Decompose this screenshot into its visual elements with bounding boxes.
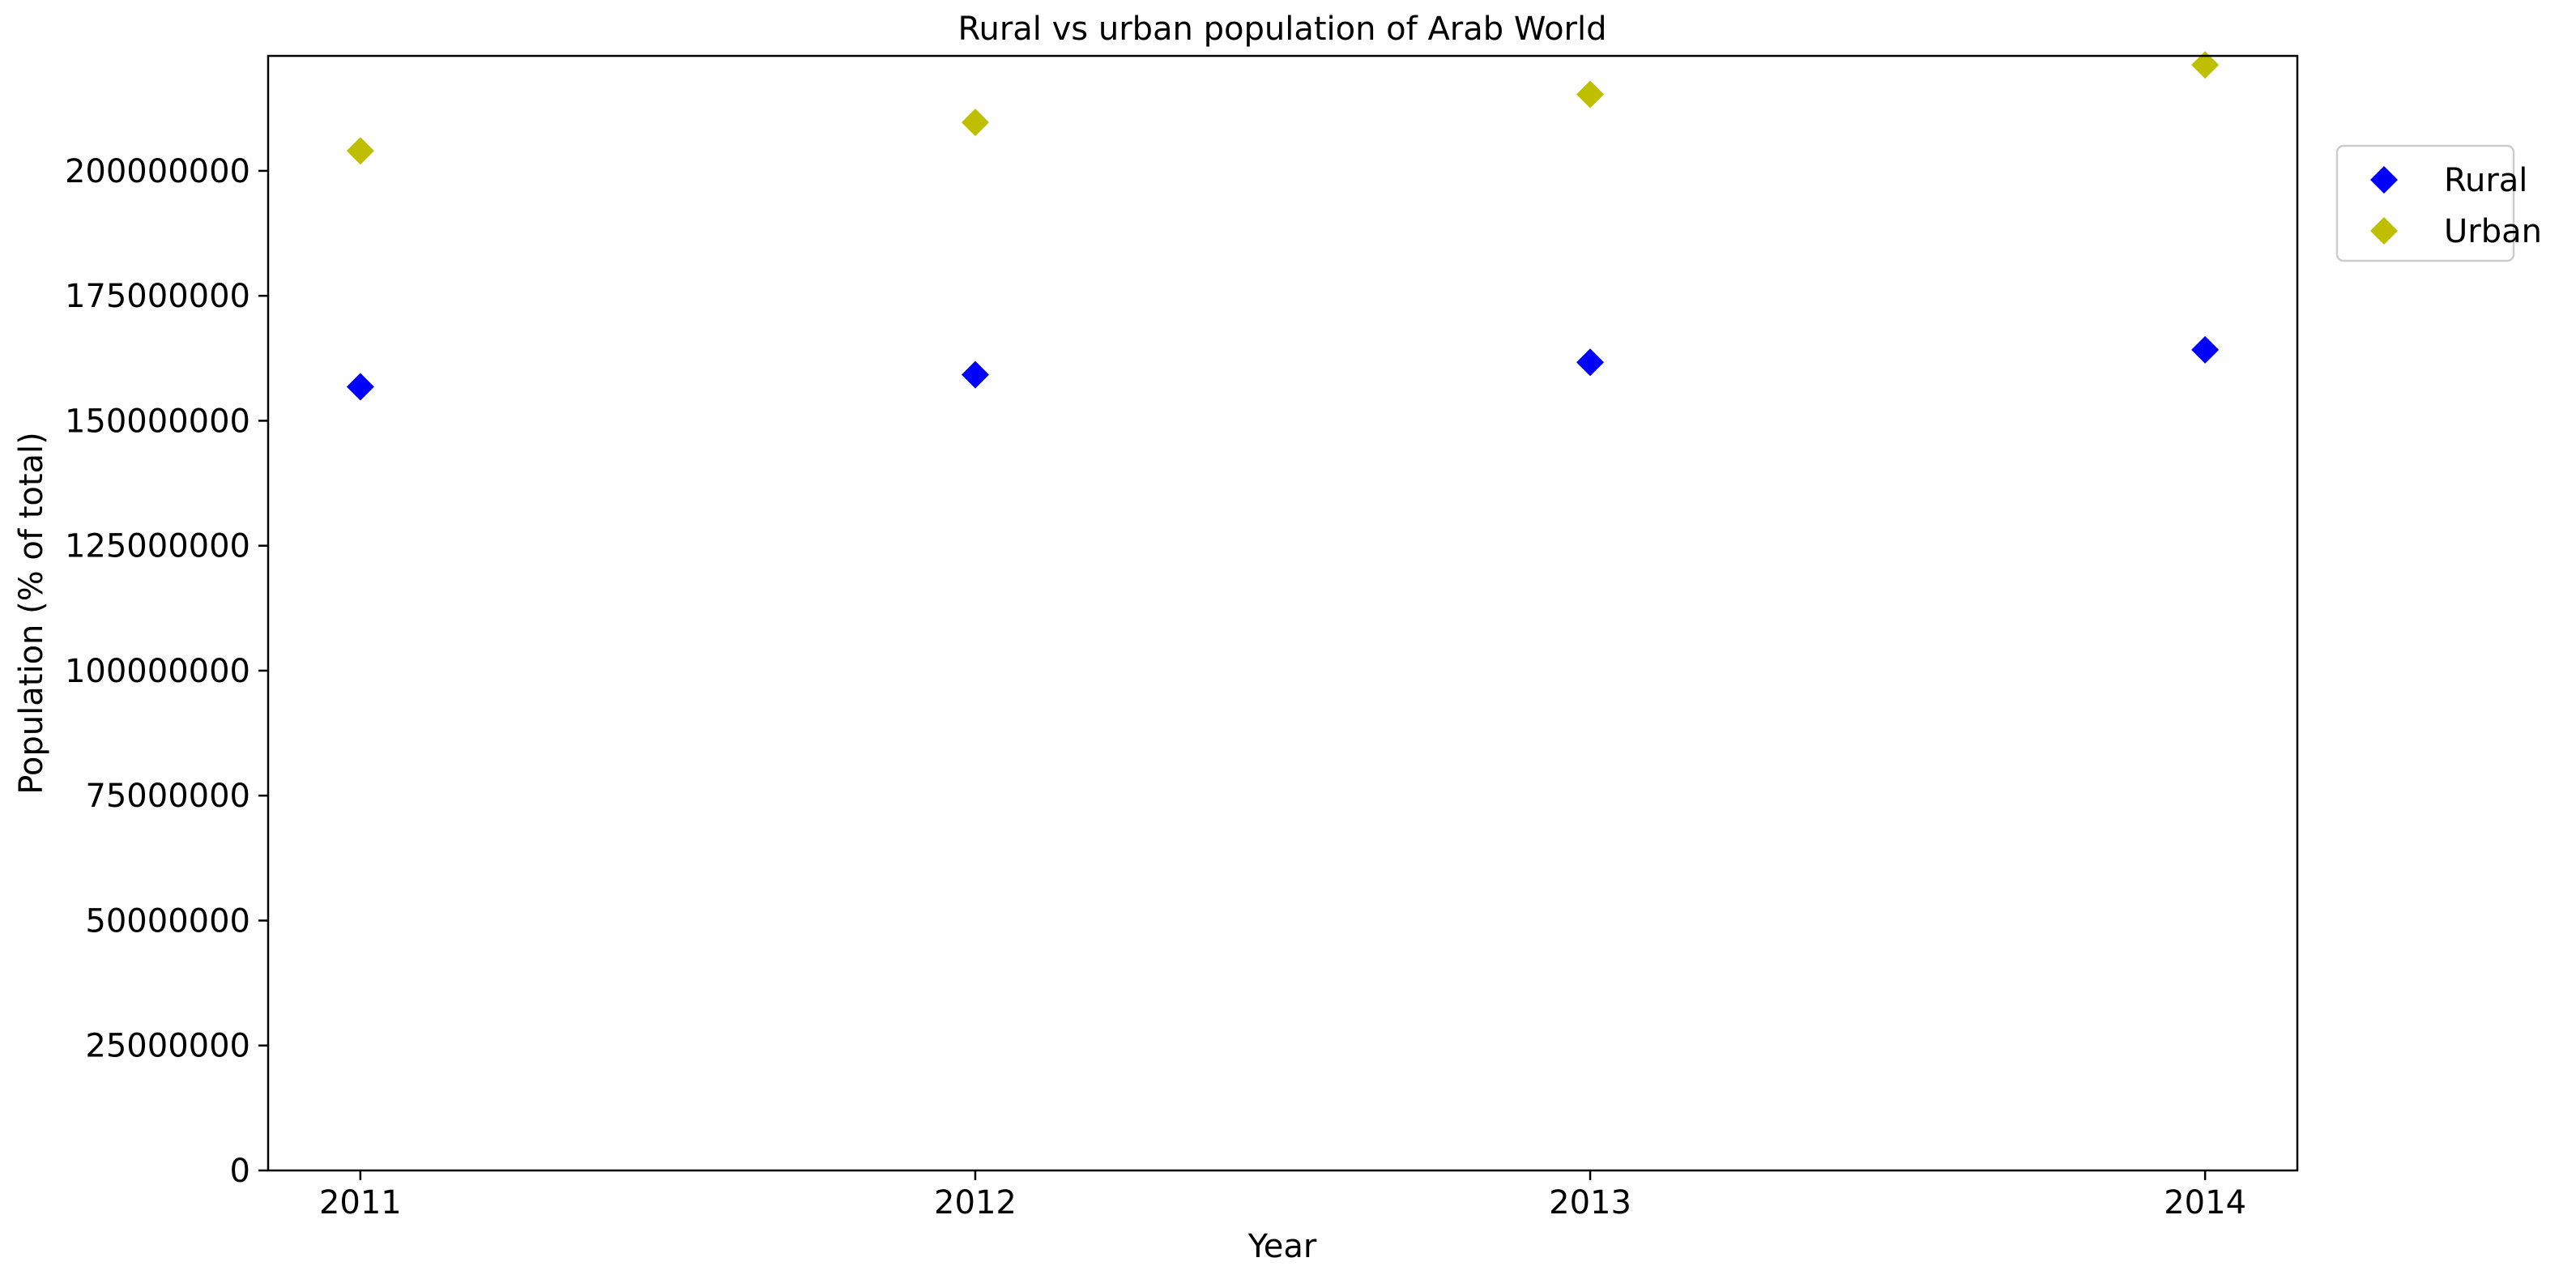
y-axis-ticks: 0 25000000 50000000 75000000 100000000 125000… — [65, 153, 268, 1190]
rural-point-2013 — [1576, 348, 1605, 377]
legend-rural-label: Rural — [2444, 162, 2527, 199]
chart-title: Rural vs urban population of Arab World — [957, 11, 1606, 48]
legend-urban-label: Urban — [2444, 213, 2542, 250]
y-tick-label: 125000000 — [65, 528, 250, 565]
x-tick-label: 2013 — [1549, 1184, 1631, 1221]
x-tick-label: 2014 — [2164, 1184, 2246, 1221]
y-tick-label: 0 — [230, 1153, 250, 1190]
y-tick-label: 25000000 — [85, 1028, 250, 1065]
urban-point-2012 — [961, 109, 989, 137]
y-tick-label: 150000000 — [65, 403, 250, 440]
legend-urban-marker — [2370, 217, 2398, 245]
plot-area-frame — [267, 54, 2299, 1172]
x-axis-label: Year — [1247, 1228, 1317, 1265]
data-markers — [346, 51, 2220, 401]
legend: Rural Urban — [2335, 144, 2542, 262]
y-tick-label: 50000000 — [85, 902, 250, 940]
rural-point-2012 — [961, 360, 989, 389]
y-tick-label: 75000000 — [85, 778, 250, 815]
x-tick-label: 2011 — [319, 1184, 402, 1221]
y-tick-label: 175000000 — [65, 278, 250, 315]
y-tick-label: 100000000 — [65, 653, 250, 690]
rural-point-2011 — [346, 373, 374, 401]
rural-point-2014 — [2191, 335, 2220, 364]
urban-point-2014 — [2191, 51, 2220, 79]
urban-point-2013 — [1576, 80, 1605, 109]
x-tick-label: 2012 — [934, 1184, 1017, 1221]
legend-rural-marker — [2370, 166, 2398, 194]
urban-point-2011 — [346, 137, 374, 165]
y-tick-label: 200000000 — [65, 153, 250, 190]
y-axis-label: Population (% of total) — [13, 432, 50, 795]
x-axis-ticks: 2011 2012 2013 2014 — [319, 1170, 2246, 1221]
